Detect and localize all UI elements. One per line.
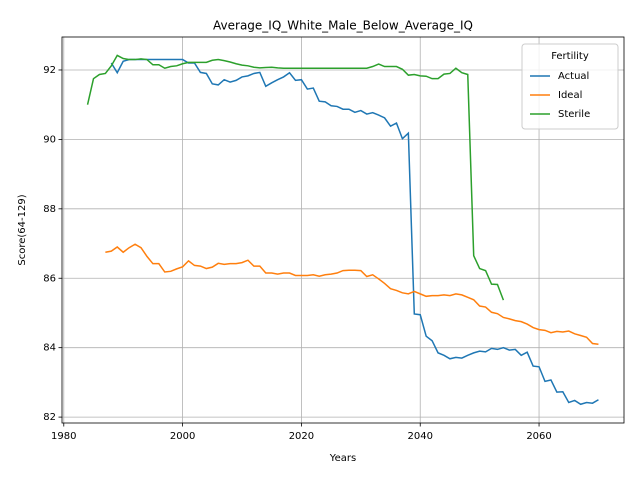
x-tick-label: 1980	[51, 431, 76, 442]
y-axis-label: Score(64-129)	[17, 194, 28, 265]
x-axis-label: Years	[329, 453, 356, 464]
x-tick-label: 2020	[289, 431, 314, 442]
legend-box	[521, 43, 619, 130]
line-series	[105, 243, 599, 345]
x-tick-label: 2060	[526, 431, 551, 442]
x-tick-label: 2000	[170, 431, 195, 442]
legend-title: Fertility	[551, 51, 589, 62]
chart-title: Average_IQ_White_Male_Below_Average_IQ	[213, 19, 473, 33]
y-tick-label: 84	[43, 343, 56, 354]
legend: Fertility Actual Ideal Sterile	[521, 43, 619, 130]
y-tick-label: 86	[43, 273, 56, 284]
legend-label: Actual	[558, 71, 589, 82]
legend-label: Sterile	[558, 109, 590, 120]
y-tick-label: 82	[43, 412, 56, 423]
line-series	[86, 54, 505, 301]
y-tick-label: 90	[43, 134, 56, 145]
y-tick-label: 88	[43, 204, 56, 215]
axes-frame	[61, 36, 625, 424]
y-tick-label: 92	[43, 65, 56, 76]
legend-label: Ideal	[558, 90, 582, 101]
x-tick-label: 2040	[408, 431, 433, 442]
